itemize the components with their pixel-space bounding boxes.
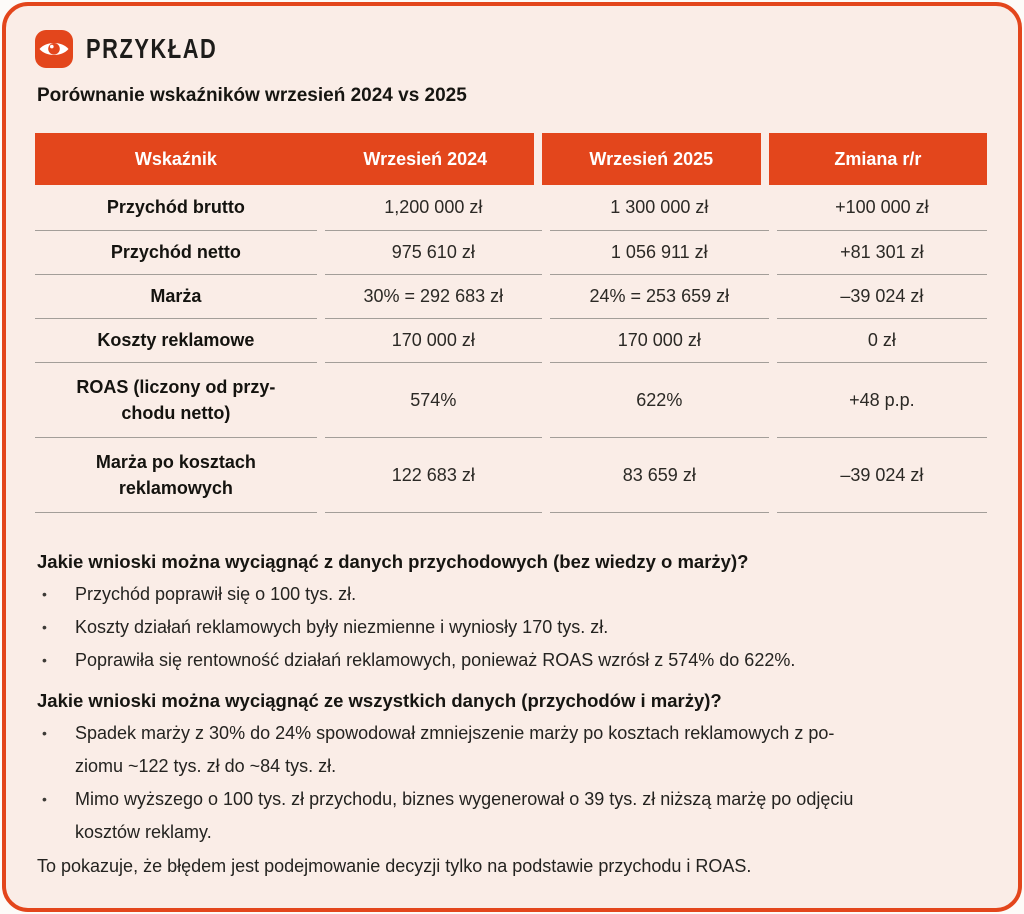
table-row: Marża 30% = 292 683 zł 24% = 253 659 zł …	[35, 275, 987, 319]
list-item: • Spadek marży z 30% do 24% spowodował z…	[35, 717, 987, 783]
row-value-2024: 170 000 zł	[324, 319, 542, 363]
bullet-marker: •	[42, 652, 47, 668]
row-value-2025: 1 300 000 zł	[549, 185, 769, 231]
row-value-2025: 83 659 zł	[549, 438, 769, 513]
row-value-2025: 622%	[549, 363, 769, 438]
example-badge: PRZYKŁAD	[35, 30, 987, 68]
row-label: Koszty reklamowe	[35, 319, 317, 363]
bullet-text: Przychód poprawił się o 100 tys. zł.	[75, 584, 357, 604]
row-value-2024: 975 610 zł	[324, 231, 542, 275]
row-value-change: –39 024 zł	[776, 438, 987, 513]
eye-icon	[35, 30, 73, 68]
bullet-marker: •	[42, 586, 47, 602]
table-row: Koszty reklamowe 170 000 zł 170 000 zł 0…	[35, 319, 987, 363]
conclusions-section-all-data: Jakie wnioski można wyciągnąć ze wszystk…	[35, 690, 987, 849]
table-body: Przychód brutto 1,200 000 zł 1 300 000 z…	[35, 185, 987, 513]
row-value-2025: 170 000 zł	[549, 319, 769, 363]
row-value-change: +48 p.p.	[776, 363, 987, 438]
list-item: • Przychód poprawił się o 100 tys. zł.	[35, 578, 987, 611]
table-row: Przychód brutto 1,200 000 zł 1 300 000 z…	[35, 185, 987, 231]
row-value-2025: 24% = 253 659 zł	[549, 275, 769, 319]
row-value-change: –39 024 zł	[776, 275, 987, 319]
list-item: • Poprawiła się rentowność działań rekla…	[35, 644, 987, 677]
page-title: Porównanie wskaźników wrzesień 2024 vs 2…	[37, 85, 467, 106]
column-header-metric: Wskaźnik	[35, 133, 317, 185]
table-row: Przychód netto 975 610 zł 1 056 911 zł +…	[35, 231, 987, 275]
bullet-text: Spadek marży z 30% do 24% spowodował zmn…	[75, 723, 835, 776]
row-label: Przychód netto	[35, 231, 317, 275]
column-header-sep2025: Wrzesień 2025	[541, 133, 761, 185]
bullet-marker: •	[42, 725, 47, 741]
list-item: • Koszty działań reklamowych były niezmi…	[35, 611, 987, 644]
row-value-2024: 1,200 000 zł	[324, 185, 542, 231]
column-header-sep2024: Wrzesień 2024	[316, 133, 534, 185]
bullet-text: Mimo wyższego o 100 tys. zł przychodu, b…	[75, 789, 854, 842]
badge-label: PRZYKŁAD	[86, 33, 218, 64]
table-header-row: Wskaźnik Wrzesień 2024 Wrzesień 2025 Zmi…	[35, 133, 987, 185]
table-row: Marża po kosztach reklamowych 122 683 zł…	[35, 438, 987, 513]
list-item: • Mimo wyższego o 100 tys. zł przychodu,…	[35, 783, 987, 849]
row-label: ROAS (liczony od przy- chodu netto)	[35, 363, 317, 438]
row-value-change: +100 000 zł	[776, 185, 987, 231]
row-value-2024: 122 683 zł	[324, 438, 542, 513]
row-value-2025: 1 056 911 zł	[549, 231, 769, 275]
bullet-list: • Spadek marży z 30% do 24% spowodował z…	[35, 717, 987, 849]
row-value-2024: 30% = 292 683 zł	[324, 275, 542, 319]
row-value-2024: 574%	[324, 363, 542, 438]
comparison-table: Wskaźnik Wrzesień 2024 Wrzesień 2025 Zmi…	[35, 133, 987, 513]
footer-conclusion: To pokazuje, że błędem jest podejmowanie…	[37, 856, 752, 876]
table-row: ROAS (liczony od przy- chodu netto) 574%…	[35, 363, 987, 438]
row-label: Przychód brutto	[35, 185, 317, 231]
bullet-marker: •	[42, 619, 47, 635]
row-label: Marża po kosztach reklamowych	[35, 438, 317, 513]
bullet-text: Poprawiła się rentowność działań reklamo…	[75, 650, 796, 670]
bullet-text: Koszty działań reklamowych były niezmien…	[75, 617, 609, 637]
row-label: Marża	[35, 275, 317, 319]
bullet-list: • Przychód poprawił się o 100 tys. zł. •…	[35, 578, 987, 677]
row-value-change: +81 301 zł	[776, 231, 987, 275]
conclusions-section-revenue: Jakie wnioski można wyciągnąć z danych p…	[35, 551, 987, 677]
column-header-change: Zmiana r/r	[768, 133, 987, 185]
section-heading: Jakie wnioski można wyciągnąć ze wszystk…	[37, 690, 722, 711]
section-heading: Jakie wnioski można wyciągnąć z danych p…	[37, 551, 749, 572]
row-value-change: 0 zł	[776, 319, 987, 363]
bullet-marker: •	[42, 791, 47, 807]
